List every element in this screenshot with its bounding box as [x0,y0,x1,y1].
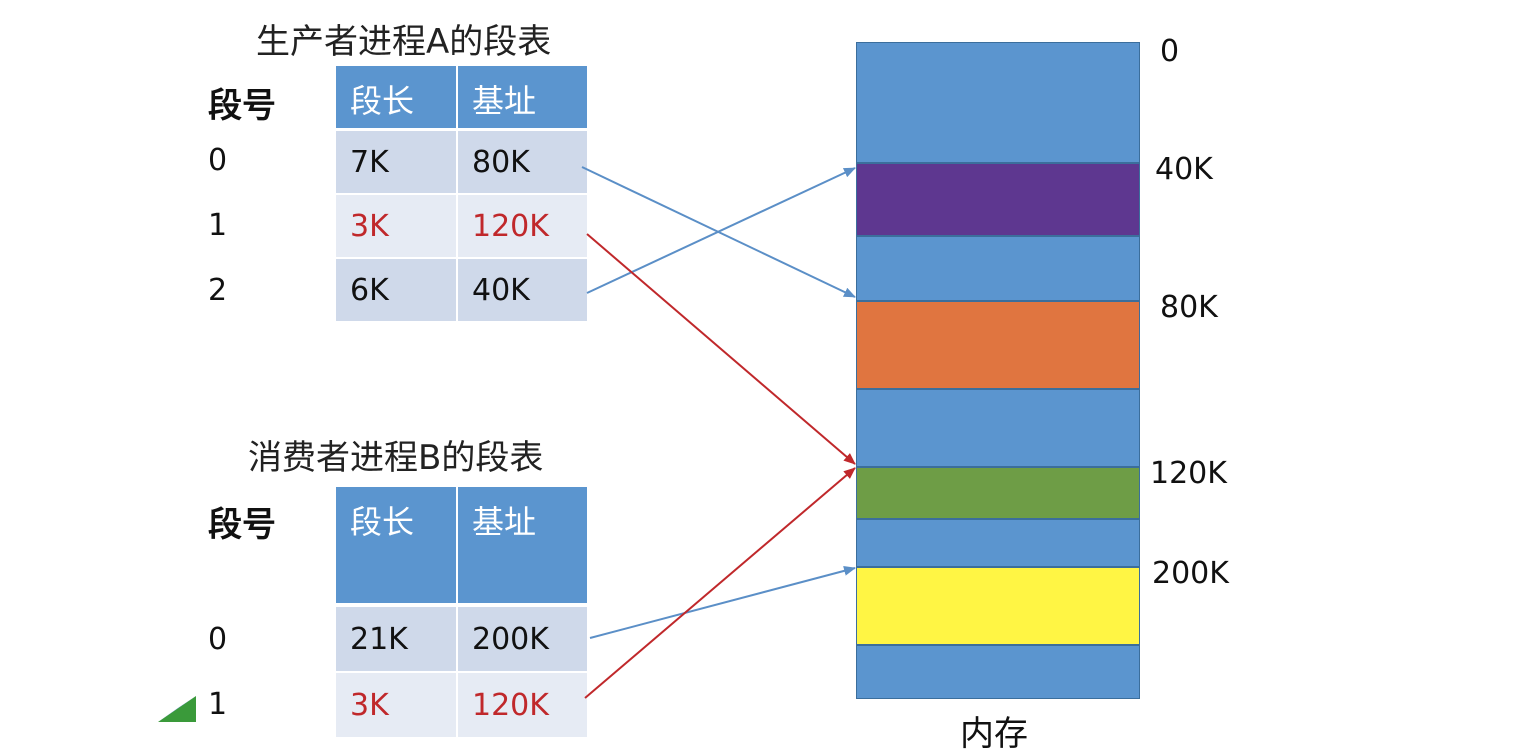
memory-free-region-5 [856,645,1140,699]
table-b-row-1-base: 120K [458,673,587,737]
memory-address-0: 0 [1160,34,1180,69]
table-a-row-0-base: 80K [458,131,587,193]
memory-address-200k: 200K [1152,556,1229,591]
table-a-row-2-base: 40K [458,259,587,321]
green-triangle-pointer-icon [158,694,198,728]
table-a-title: 生产者进程A的段表 [256,22,552,62]
memory-address-40k: 40K [1155,152,1213,187]
arrow-a2-to-40k [586,167,856,294]
memory-address-80k: 80K [1160,290,1218,325]
table-a-row-2-length: 6K [336,259,456,321]
arrow-a1-to-120k [586,233,856,465]
table-b-row-0-num: 0 [208,622,228,657]
table-b-segno-label: 段号 [208,505,276,545]
arrow-b0-to-200k [589,565,856,639]
memory-free-region-4 [856,519,1140,567]
memory-shared-segment [856,467,1140,519]
table-a-header-base: 基址 [458,66,587,128]
table-b-title: 消费者进程B的段表 [248,438,544,478]
table-a-segno-label: 段号 [208,86,276,126]
table-b-row-0-length: 21K [336,607,456,671]
table-a-header-length: 段长 [336,66,456,128]
table-a-row-2-num: 2 [208,273,228,308]
table-b-row-1-num: 1 [208,687,228,722]
table-a-row-1-num: 1 [208,208,228,243]
arrow-b1-to-120k [584,467,856,699]
memory-segment-a2 [856,163,1140,236]
memory-segment-b0 [856,567,1140,645]
memory-free-region-3 [856,389,1140,467]
memory-free-region-1 [856,42,1140,163]
table-b-header-base: 基址 [458,487,587,603]
table-b-row-1-length: 3K [336,673,456,737]
table-a-row-1-length: 3K [336,195,456,257]
memory-free-region-2 [856,236,1140,301]
table-a-row-0-num: 0 [208,143,228,178]
memory-caption: 内存 [960,714,1028,754]
table-b-row-0-base: 200K [458,607,587,671]
memory-segment-a0 [856,301,1140,389]
table-a-row-0-length: 7K [336,131,456,193]
table-a-row-1-base: 120K [458,195,587,257]
memory-address-120k: 120K [1150,456,1227,491]
table-b-header-length: 段长 [336,487,456,603]
